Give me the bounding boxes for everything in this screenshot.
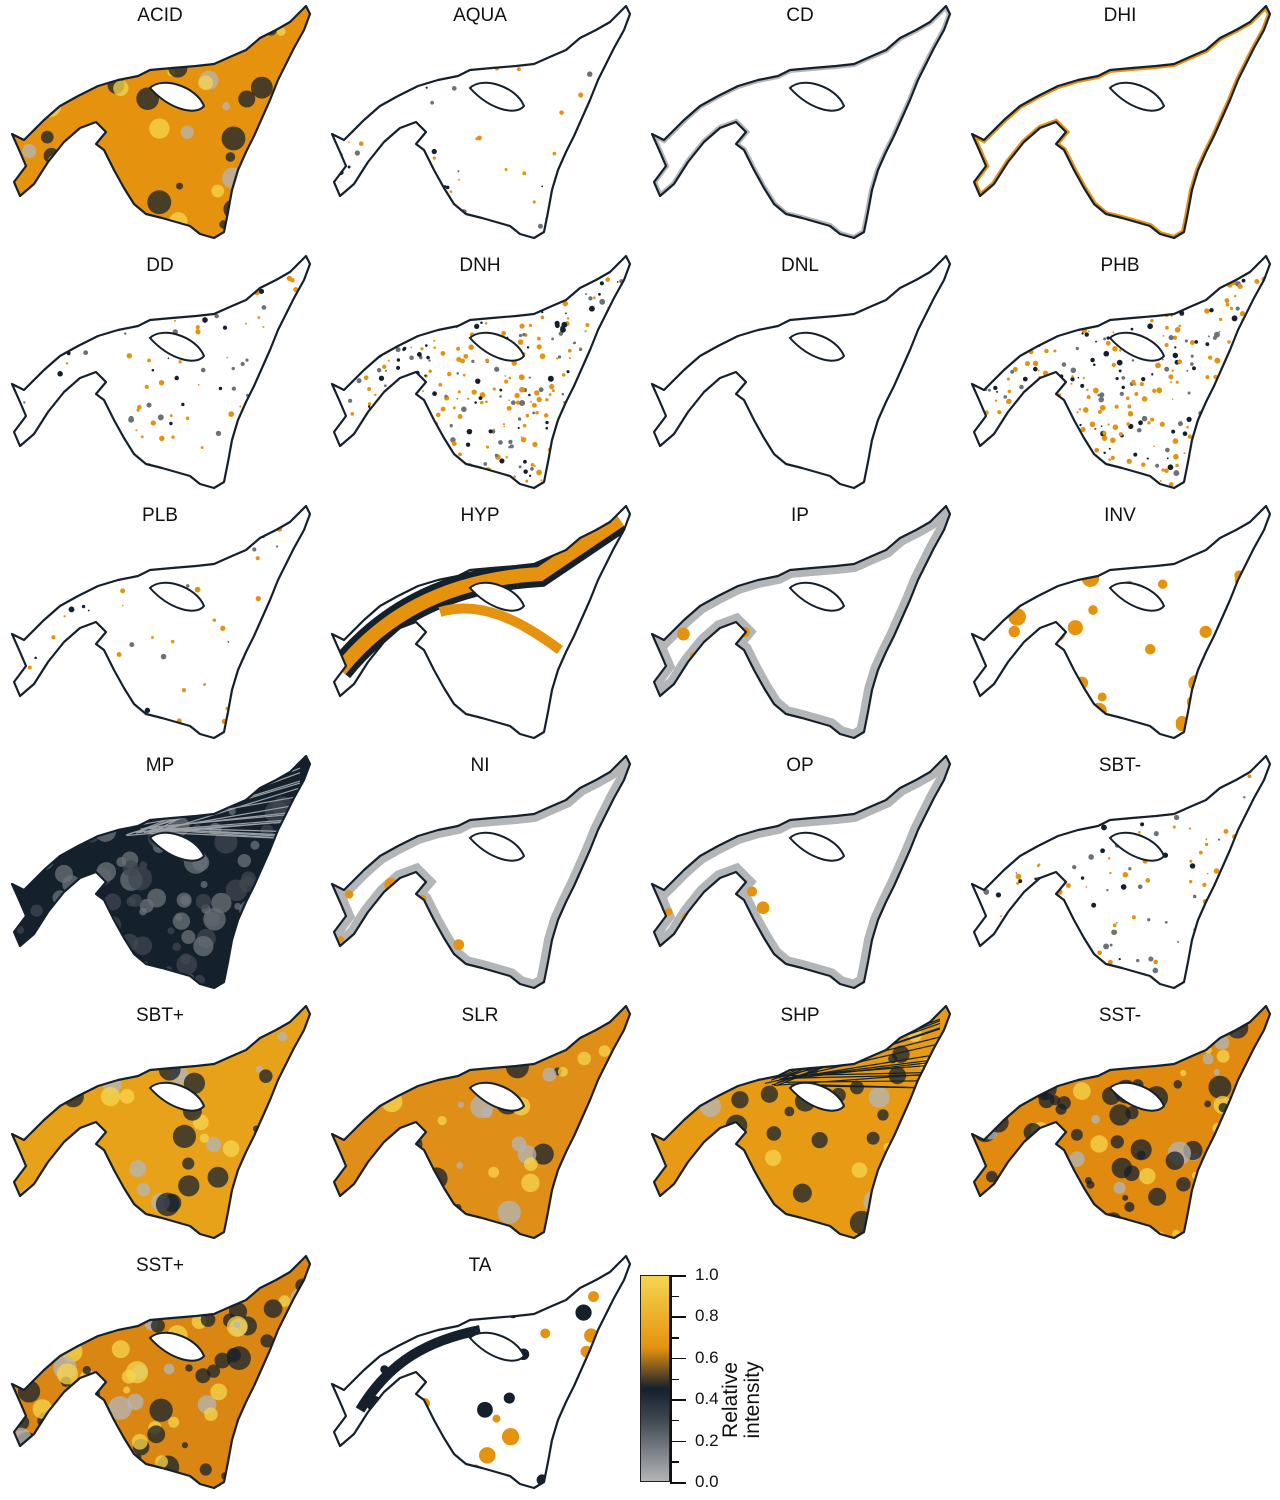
legend-minor-tick	[670, 1378, 679, 1380]
map-graphic	[10, 254, 312, 490]
map-panel-dnh: DNH	[320, 250, 640, 500]
map-graphic	[970, 4, 1272, 240]
map-panel-ta: TA	[320, 1250, 640, 1500]
panel-title: SLR	[461, 1005, 499, 1026]
map-panel-aqua: AQUA	[320, 0, 640, 250]
map-graphic	[650, 1004, 952, 1240]
panel-title: INV	[1104, 505, 1136, 526]
map-graphic	[970, 754, 1272, 990]
map-graphic	[650, 254, 952, 490]
map-panel-phb: PHB	[960, 250, 1280, 500]
map-graphic	[10, 4, 312, 240]
panel-title: HYP	[460, 505, 500, 526]
panel-title: OP	[786, 755, 814, 776]
panel-title: NI	[470, 755, 490, 776]
legend-tick-label: 1.0	[695, 1265, 719, 1284]
map-panel-plb: PLB	[0, 500, 320, 750]
legend-title-line1: Relative	[719, 1362, 742, 1438]
legend-minor-tick	[670, 1295, 679, 1298]
map-graphic	[330, 754, 632, 990]
panel-title: SBT-	[1098, 755, 1142, 776]
map-graphic	[330, 504, 632, 740]
map-panel-sstminus: SST-	[960, 1000, 1280, 1250]
legend-tick-label: 0.2	[695, 1430, 719, 1450]
panel-title: ACID	[137, 5, 183, 26]
panel-title: DHI	[1103, 5, 1137, 26]
map-graphic	[330, 1004, 632, 1240]
legend-title-line2: intensity	[741, 1361, 764, 1439]
map-panel-shp: SHP	[640, 1000, 960, 1250]
map-graphic	[650, 4, 952, 240]
legend-minor-tick	[670, 1419, 679, 1422]
legend-tick-mark	[670, 1440, 686, 1443]
legend-tick-mark	[670, 1482, 686, 1484]
map-graphic	[650, 754, 952, 990]
map-panel-sbtplus: SBT+	[0, 1000, 320, 1250]
panel-title: DNL	[780, 255, 819, 276]
map-panel-sbtminus: SBT-	[960, 750, 1280, 1000]
panel-title: SST+	[135, 1255, 185, 1276]
panel-title: SST-	[1098, 1005, 1142, 1026]
map-graphic	[330, 4, 632, 240]
color-legend: 1.0 0.8 0.6 0.4 0.2 0.0 Relative intensity	[630, 1260, 830, 1500]
panel-title: AQUA	[453, 5, 507, 26]
map-panel-acid: ACID	[0, 0, 320, 250]
map-panel-inv: INV	[960, 500, 1280, 750]
map-panel-ni: NI	[320, 750, 640, 1000]
panel-title: DNH	[459, 255, 501, 276]
map-panel-hyp: HYP	[320, 500, 640, 750]
panel-title: TA	[468, 1255, 492, 1276]
legend-tick-mark	[670, 1275, 686, 1277]
legend-title: Relative intensity	[719, 1361, 764, 1439]
panel-title: CD	[786, 5, 814, 26]
panel-title: IP	[791, 505, 809, 526]
panel-title: PHB	[1100, 255, 1140, 276]
legend-tick-label: 0.8	[695, 1306, 719, 1326]
map-graphic	[330, 254, 632, 490]
legend-tick-mark	[670, 1399, 686, 1401]
map-panel-dnl: DNL	[640, 250, 960, 500]
map-panel-slr: SLR	[320, 1000, 640, 1250]
map-graphic	[970, 1004, 1272, 1240]
map-graphic	[10, 504, 312, 740]
map-graphic	[970, 254, 1272, 490]
map-panel-dd: DD	[0, 250, 320, 500]
panel-title: SBT+	[135, 1005, 185, 1026]
map-graphic	[970, 504, 1272, 740]
legend-tick-label: 0.0	[695, 1472, 719, 1491]
map-panel-dhi: DHI	[960, 0, 1280, 250]
panel-title: SHP	[780, 1005, 820, 1026]
map-panel-op: OP	[640, 750, 960, 1000]
legend-tick-mark	[670, 1316, 686, 1318]
map-graphic	[10, 1254, 312, 1490]
panel-title: MP	[145, 755, 175, 776]
legend-color-bar	[640, 1275, 670, 1482]
legend-minor-tick	[670, 1337, 679, 1339]
map-graphic	[330, 1254, 632, 1490]
map-graphic	[10, 754, 312, 990]
legend-minor-tick	[670, 1461, 679, 1463]
map-panel-cd: CD	[640, 0, 960, 250]
map-panel-ip: IP	[640, 500, 960, 750]
legend-tick-label: 0.6	[695, 1347, 719, 1367]
map-graphic	[10, 1004, 312, 1240]
map-panel-sstplus: SST+	[0, 1250, 320, 1500]
legend-tick-mark	[670, 1357, 686, 1360]
panel-title: PLB	[142, 505, 178, 526]
panel-title: DD	[146, 255, 174, 276]
map-graphic	[650, 504, 952, 740]
map-panel-mp: MP	[0, 750, 320, 1000]
legend-tick-label: 0.4	[695, 1389, 719, 1409]
